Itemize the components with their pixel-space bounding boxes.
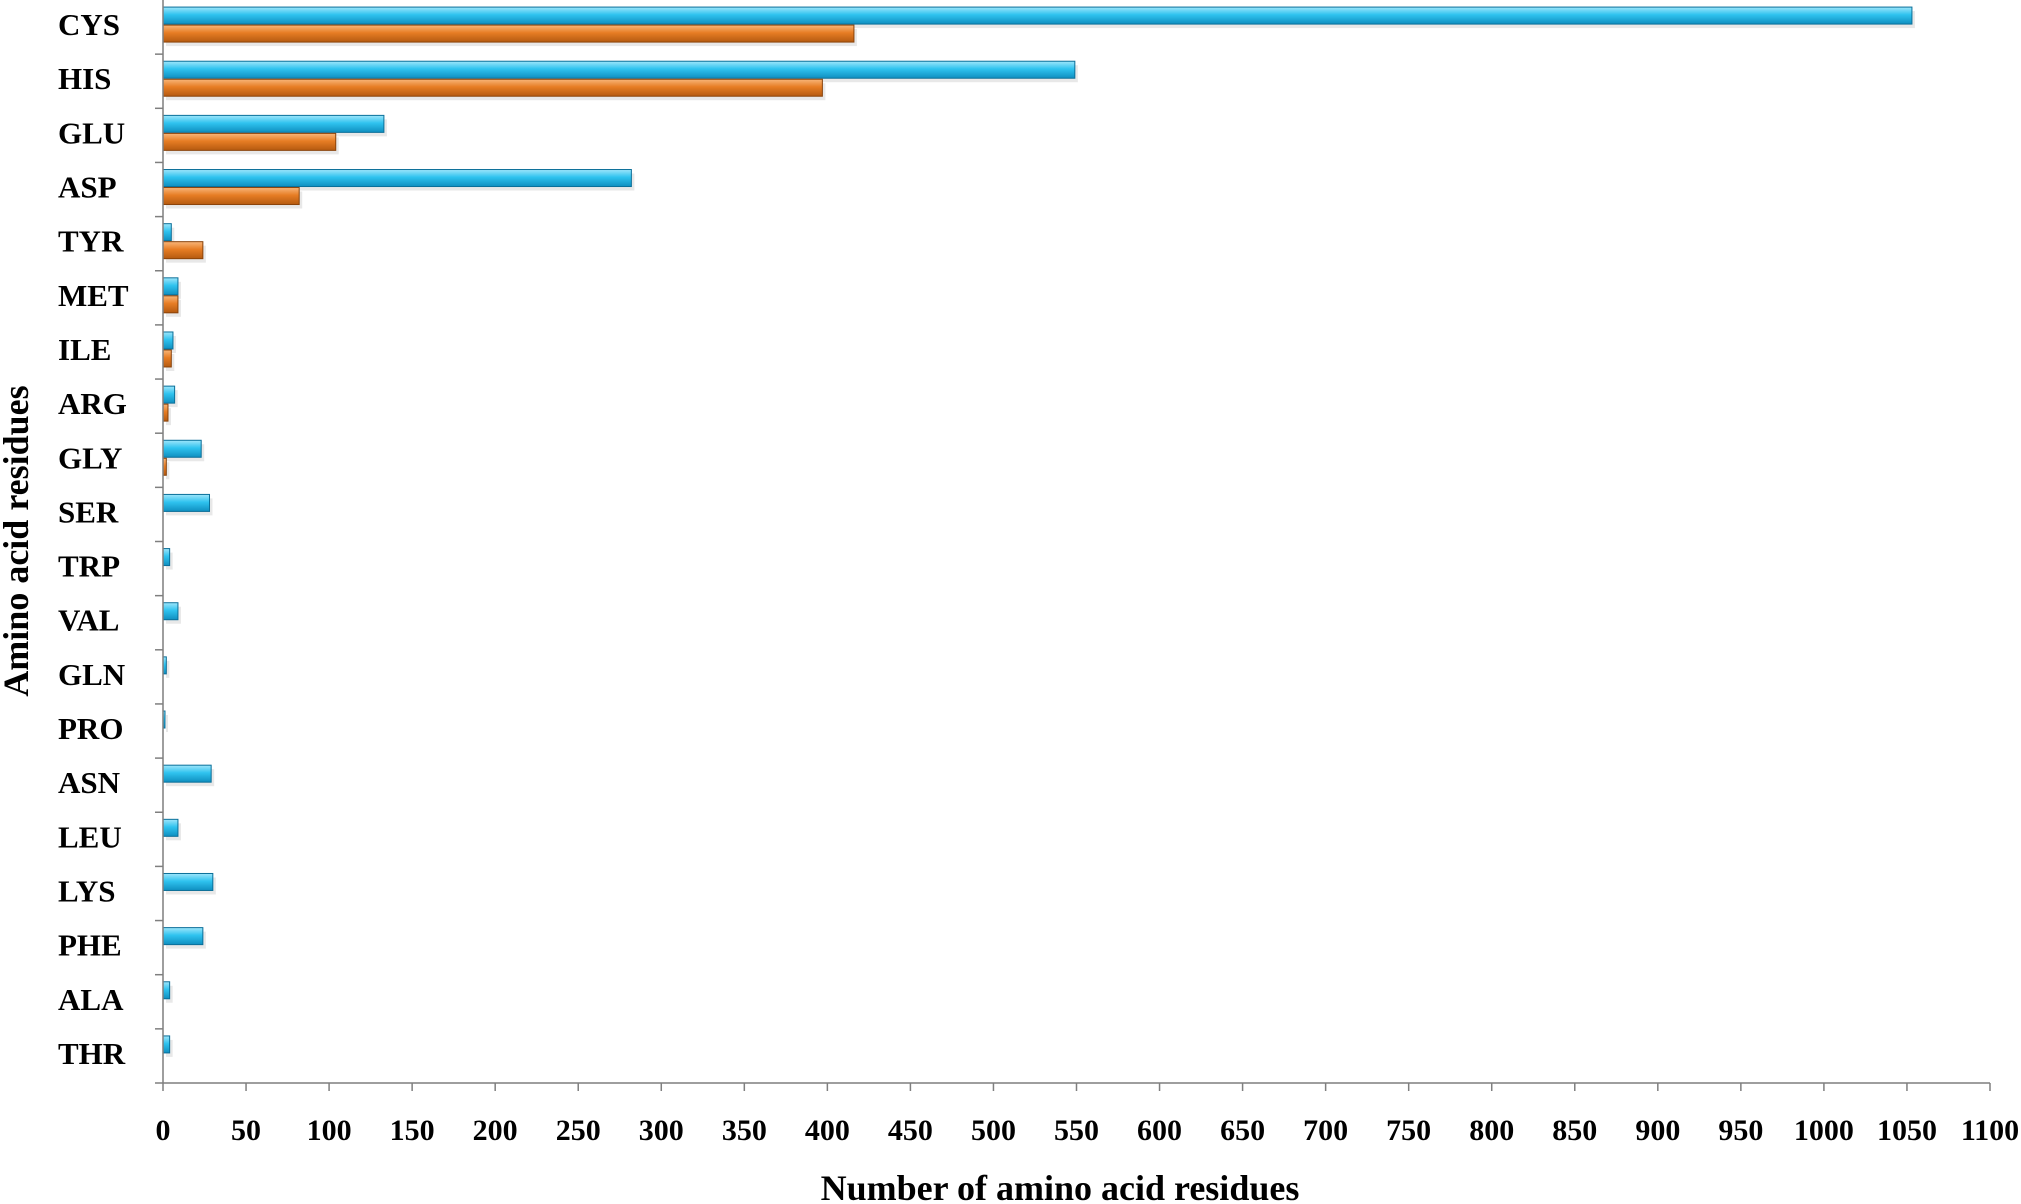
y-axis [155,0,164,1084]
bar-asp-series-2 [162,187,300,206]
category-label: GLU [58,115,125,150]
category-labels: CYS HIS GLU ASP TYR MET ILE ARG GLY SER TRP VAL GLN P… [58,7,129,1071]
bar-ile-series-1 [162,331,174,350]
bar-thr-series-1 [162,1035,171,1054]
bar-glu-series-1 [162,114,385,133]
category-label: LYS [58,873,115,908]
x-tick-label: 650 [1220,1114,1265,1147]
category-label: GLN [58,657,125,692]
bar-gly-series-1 [162,439,202,458]
category-label: HIS [58,61,111,96]
category-label: ASN [58,765,120,800]
x-tick-label: 850 [1552,1114,1597,1147]
bars-group [162,6,1915,1057]
bar-shadow [166,660,170,678]
bar-leu-series-1 [162,818,179,837]
x-tick-label: 250 [556,1114,601,1147]
x-tick-label: 300 [639,1114,684,1147]
x-tick-label: 800 [1469,1114,1514,1147]
category-label: ALA [58,982,124,1017]
category-label: ARG [58,386,127,421]
bar-ala-series-1 [162,981,171,1000]
category-label: PRO [58,711,123,746]
category-label: ASP [58,170,117,205]
x-tick-label: 1000 [1794,1114,1854,1147]
bar-asn-series-1 [162,764,212,783]
bar-his-series-1 [162,60,1076,79]
bar-tyr-series-2 [162,241,204,260]
y-axis-title: Amino acid residues [0,385,36,696]
bar-val-series-1 [162,602,179,621]
x-tick-label: 500 [971,1114,1016,1147]
category-label: TRP [58,549,120,584]
bar-cys-series-1 [162,6,1913,25]
x-tick-label: 150 [390,1114,435,1147]
x-tick-label: 400 [805,1114,850,1147]
bar-asp-series-1 [162,169,632,188]
bar-lys-series-1 [162,872,214,891]
x-tick-label: 950 [1718,1114,1763,1147]
x-tick-labels: 0 50 100 150 200 250 300 350 400 450 500 550 600 650 7… [156,1114,2020,1147]
x-tick-label: 750 [1386,1114,1431,1147]
bar-cys-series-2 [162,24,855,43]
bar-arg-series-1 [162,385,176,404]
x-tick-label: 0 [156,1114,171,1147]
category-label: TYR [58,224,124,259]
x-tick-label: 450 [888,1114,933,1147]
x-tick-label: 50 [231,1114,261,1147]
x-tick-label: 100 [307,1114,352,1147]
category-label: LEU [58,819,122,854]
x-tick-label: 600 [1137,1114,1182,1147]
x-tick-label: 1100 [1961,1114,2019,1147]
bar-glu-series-2 [162,132,337,151]
category-label: MET [58,278,129,313]
x-tick-label: 700 [1303,1114,1348,1147]
category-label: SER [58,494,119,529]
category-label: ILE [58,332,111,367]
x-tick-label: 900 [1635,1114,1680,1147]
x-axis-title: Number of amino acid residues [821,1168,1300,1204]
category-label: GLY [58,440,122,475]
bar-ile-series-2 [162,349,172,368]
bar-shadow [166,715,168,733]
category-label: THR [58,1036,126,1071]
bar-met-series-2 [162,295,179,314]
bar-tyr-series-1 [162,223,172,242]
category-label: CYS [58,7,120,42]
bar-met-series-1 [162,277,179,296]
x-tick-label: 550 [1054,1114,1099,1147]
x-tick-label: 1050 [1877,1114,1937,1147]
x-tick-label: 200 [473,1114,518,1147]
category-label: VAL [58,603,119,638]
bar-trp-series-1 [162,548,171,567]
bar-his-series-2 [162,78,823,97]
bar-phe-series-1 [162,927,204,946]
x-axis [162,1082,1991,1091]
bar-shadow [166,462,170,480]
bar-shadow [166,408,171,426]
category-label: PHE [58,928,122,963]
x-tick-label: 350 [722,1114,767,1147]
bar-ser-series-1 [162,493,211,512]
